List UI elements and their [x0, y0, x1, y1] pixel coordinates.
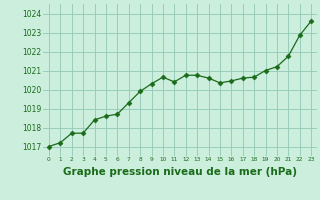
X-axis label: Graphe pression niveau de la mer (hPa): Graphe pression niveau de la mer (hPa): [63, 167, 297, 177]
